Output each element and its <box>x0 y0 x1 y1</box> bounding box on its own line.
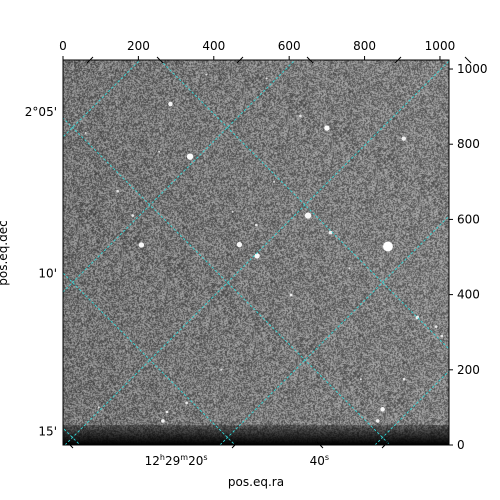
dec-tick-label-2: 15' <box>38 424 57 438</box>
y-axis-title: pos.eq.dec <box>0 220 10 285</box>
x-axis-title: pos.eq.ra <box>228 475 284 489</box>
star-source-28 <box>97 406 100 409</box>
star-source-17 <box>185 401 188 405</box>
y-tick-label-1: 200 <box>457 363 480 377</box>
star-source-27 <box>220 368 223 371</box>
star-source-18 <box>434 325 438 328</box>
star-source-7 <box>168 101 173 107</box>
ra-tick-label-1: 40s <box>310 453 329 468</box>
wcs-edge-tick-9 <box>381 441 389 449</box>
star-source-20 <box>440 334 444 338</box>
x-tick-label-4: 800 <box>353 39 376 53</box>
y-tick-label-4: 800 <box>457 137 480 151</box>
wcs-edge-tick-7 <box>231 441 239 449</box>
y-tick-label-3: 600 <box>457 212 480 226</box>
grid-line-b-1 <box>63 117 391 445</box>
star-source-11 <box>375 419 380 423</box>
wcs-edge-tick-0 <box>86 56 94 64</box>
star-source-21 <box>116 189 120 193</box>
star-source-1 <box>186 153 194 160</box>
star-source-24 <box>158 150 161 153</box>
star-source-6 <box>254 253 260 259</box>
star-source-23 <box>299 114 302 118</box>
x-tick-label-1: 200 <box>127 39 150 53</box>
star-source-8 <box>401 136 407 141</box>
star-source-15 <box>255 223 258 227</box>
star-source-14 <box>328 230 333 235</box>
star-source-0 <box>382 241 393 252</box>
wcs-edge-tick-3 <box>306 56 314 64</box>
ra-tick-label-0: 12h29m20s <box>145 453 208 468</box>
x-tick-label-5: 1000 <box>425 39 456 53</box>
star-source-3 <box>304 212 312 219</box>
star-source-4 <box>138 242 145 248</box>
coordinate-grid <box>63 60 449 445</box>
grid-line-a-2 <box>64 60 449 445</box>
star-source-22 <box>131 214 135 218</box>
star-source-30 <box>348 267 351 270</box>
grid-line-a-1 <box>63 60 296 293</box>
x-tick-label-0: 0 <box>59 39 67 53</box>
star-source-25 <box>265 77 268 80</box>
grid-line-b-0 <box>159 60 449 350</box>
y-tick-label-5: 1000 <box>457 62 488 76</box>
star-source-13 <box>289 293 293 297</box>
y-tick-label-2: 400 <box>457 288 480 302</box>
star-source-31 <box>273 180 276 183</box>
y-tick-label-0: 0 <box>457 438 465 452</box>
wcs-edge-tick-1 <box>156 56 164 64</box>
x-tick-label-3: 600 <box>278 39 301 53</box>
wcs-edge-tick-8 <box>316 441 324 449</box>
axis-ticks: 0 200 400 600 800 1000 0 200 400 600 800 1000 12h29m… <box>25 39 488 468</box>
star-source-32 <box>84 131 87 134</box>
star-source-26 <box>359 378 362 381</box>
star-source-5 <box>236 241 243 248</box>
star-source-10 <box>380 407 385 412</box>
sky-image <box>63 60 449 445</box>
dec-tick-label-0: 2°05' <box>25 105 57 119</box>
wcs-edge-tick-5 <box>464 56 472 64</box>
wcs-edge-tick-4 <box>394 56 402 64</box>
dec-tick-label-1: 10' <box>38 267 57 281</box>
grid-line-a-4 <box>374 370 449 445</box>
wcs-edge-tick-6 <box>66 441 74 449</box>
star-source-29 <box>205 73 208 76</box>
grid-line-a-3 <box>219 215 449 445</box>
star-source-12 <box>161 419 165 423</box>
sources-layer <box>84 73 444 423</box>
star-source-2 <box>324 125 330 131</box>
star-source-19 <box>402 377 406 381</box>
wcs-edge-tick-2 <box>236 56 244 64</box>
plot-frame <box>62 59 450 446</box>
star-source-16 <box>165 410 169 414</box>
x-tick-label-2: 400 <box>202 39 225 53</box>
star-source-33 <box>231 210 234 213</box>
